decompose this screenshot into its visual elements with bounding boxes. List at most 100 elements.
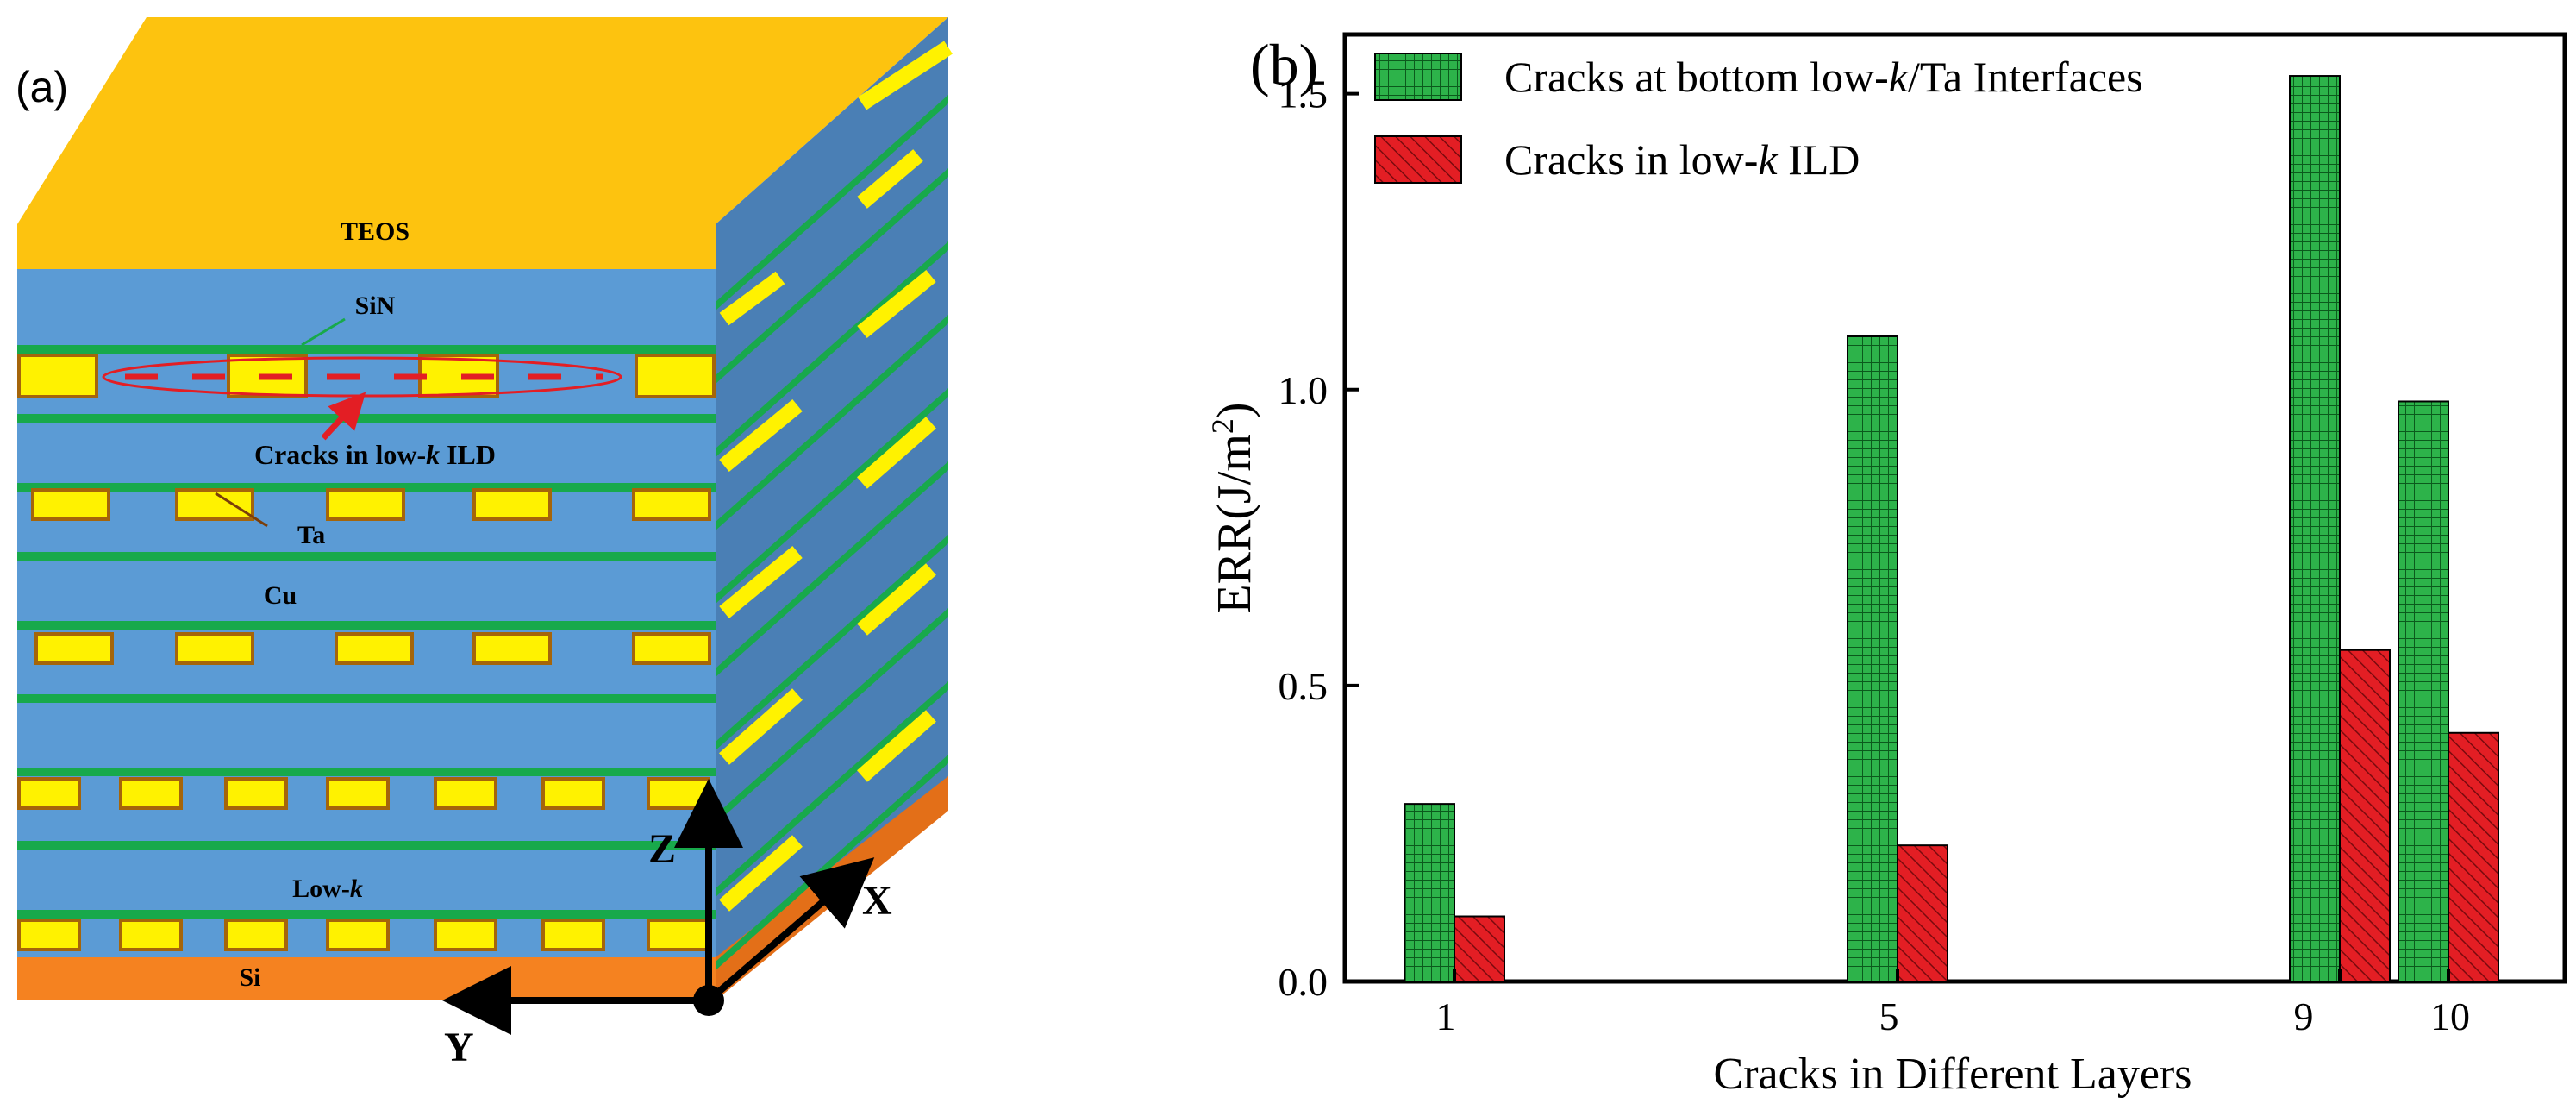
side-sin-stripe-3	[716, 241, 948, 457]
side-sin-stripe-9	[716, 681, 948, 897]
x-tick-label-1: 1	[1436, 994, 1456, 1038]
cu-line-r5-c7	[647, 919, 710, 951]
side-cu-stripe-6	[857, 417, 936, 489]
label-si: Si	[239, 963, 260, 992]
legend-label-1: Cracks at bottom low-k/Ta Interfaces	[1504, 53, 2143, 101]
cu-line-r3-c3	[335, 632, 414, 665]
teos-top-face	[17, 17, 948, 224]
side-cu-stripe-5	[719, 546, 803, 618]
plot-frame	[1342, 32, 2567, 984]
side-cu-stripe-7	[719, 688, 803, 765]
front-face	[17, 224, 716, 975]
y-tick-label-3: 1.0	[1279, 368, 1329, 412]
side-sin-stripe-7	[716, 535, 948, 750]
layer-stack-diagram: TEOS SiN Cracks in low-k ILD Ta Cu Low-k…	[17, 17, 953, 1070]
side-cu-stripe-3	[719, 399, 803, 472]
side-sin-stripe-4	[716, 315, 948, 530]
bar-series1-cat-10	[2398, 400, 2449, 983]
side-sin-stripe-2	[716, 168, 948, 384]
cu-line-r4-c6	[541, 777, 605, 810]
x-tick-label-9: 9	[2294, 994, 2314, 1038]
cu-line-r5-c5	[434, 919, 497, 951]
sin-layer-2	[17, 414, 716, 423]
sin-layer-5	[17, 621, 716, 630]
cu-line-r3-c5	[632, 632, 711, 665]
side-cu-stripe-2	[857, 149, 923, 209]
cu-line-r4-c1	[17, 777, 81, 810]
cu-line-r5-c1	[17, 919, 81, 951]
panel-b-label: (b)	[1250, 32, 1318, 97]
side-sin-stripe-8	[716, 608, 948, 824]
cu-line-r5-c2	[119, 919, 183, 951]
ta-pointer-arrow	[215, 492, 268, 528]
label-teos: TEOS	[341, 217, 410, 246]
cu-line-r2-c4	[472, 488, 552, 521]
bar-series1-cat-5	[1847, 335, 1898, 982]
x-axis-arrow	[706, 857, 875, 1004]
cu-line-r2-c2	[175, 488, 254, 521]
teos-front-face	[17, 224, 716, 269]
axes-origin	[693, 985, 724, 1016]
side-cu-stripe-11	[858, 41, 953, 110]
bar-series1-cat-9	[2289, 75, 2341, 983]
axis-label-x: X	[862, 878, 892, 924]
bar-series2-cat-9	[2339, 649, 2391, 982]
bar-series2-cat-1	[1454, 915, 1505, 982]
sin-layer-3	[17, 483, 716, 492]
cu-line-r5-c4	[326, 919, 390, 951]
sin-layer-4	[17, 552, 716, 561]
side-cu-stripe-8	[857, 563, 936, 636]
side-cu-stripe-4	[857, 270, 936, 338]
x-tick-label-5: 5	[1879, 994, 1899, 1038]
axis-label-z: Z	[648, 826, 676, 872]
crack-pointer-arrow	[321, 392, 366, 441]
cu-line-r4-c3	[224, 777, 288, 810]
cu-line-r4-c4	[326, 777, 390, 810]
cu-line-r1-c4	[635, 354, 716, 398]
cu-line-r1-c1	[17, 354, 98, 398]
label-low-k: Low-k	[292, 875, 363, 903]
sin-layer-1	[17, 345, 716, 354]
sin-layer-9	[17, 910, 716, 919]
side-sin-stripe-6	[716, 461, 948, 677]
bar-series1-cat-1	[1404, 803, 1455, 982]
cu-line-r2-c5	[632, 488, 711, 521]
cu-line-r2-c3	[326, 488, 405, 521]
y-tick-label-4: 1.5	[1279, 72, 1329, 116]
side-cu-stripe-1	[719, 271, 785, 326]
legend-swatch-2	[1374, 135, 1462, 184]
legend-swatch-1	[1374, 53, 1462, 101]
sin-layer-8	[17, 841, 716, 850]
cu-line-r4-c7	[647, 777, 710, 810]
y-tick-label-2: 0.5	[1279, 664, 1329, 708]
label-ta: Ta	[297, 521, 325, 549]
sin-layer-6	[17, 694, 716, 703]
sin-pointer-arrow	[301, 317, 346, 347]
panel-a-label: (a)	[16, 63, 69, 111]
side-sin-stripe-1	[716, 95, 948, 310]
cu-line-r5-c6	[541, 919, 605, 951]
axis-label-y: Y	[444, 1025, 474, 1070]
side-cu-stripe-10	[857, 710, 936, 782]
cu-line-r4-c2	[119, 777, 183, 810]
si-front-face	[17, 957, 716, 1000]
label-cu: Cu	[264, 581, 297, 610]
label-crack: Cracks in low-k ILD	[254, 439, 496, 470]
label-sin: SiN	[355, 292, 396, 320]
legend-label-2: Cracks in low-k ILD	[1504, 135, 1860, 184]
cu-line-r2-c1	[31, 488, 110, 521]
side-cu-stripe-9	[719, 835, 803, 912]
sin-layer-7	[17, 768, 716, 776]
x-axis-title: Cracks in Different Layers	[1714, 1050, 2192, 1099]
side-sin-stripe-5	[716, 388, 948, 604]
bar-series2-cat-5	[1897, 844, 1948, 982]
y-axis-title: ERR(J/m2)	[1205, 402, 1261, 613]
cu-line-r3-c4	[472, 632, 552, 665]
cu-line-r3-c1	[34, 632, 114, 665]
cu-line-r5-c3	[224, 919, 288, 951]
bar-series2-cat-10	[2448, 731, 2499, 983]
cu-line-r4-c5	[434, 777, 497, 810]
y-tick-label-1: 0.0	[1279, 960, 1329, 1004]
x-tick-label-10: 10	[2430, 994, 2470, 1038]
cu-line-r3-c2	[175, 632, 254, 665]
